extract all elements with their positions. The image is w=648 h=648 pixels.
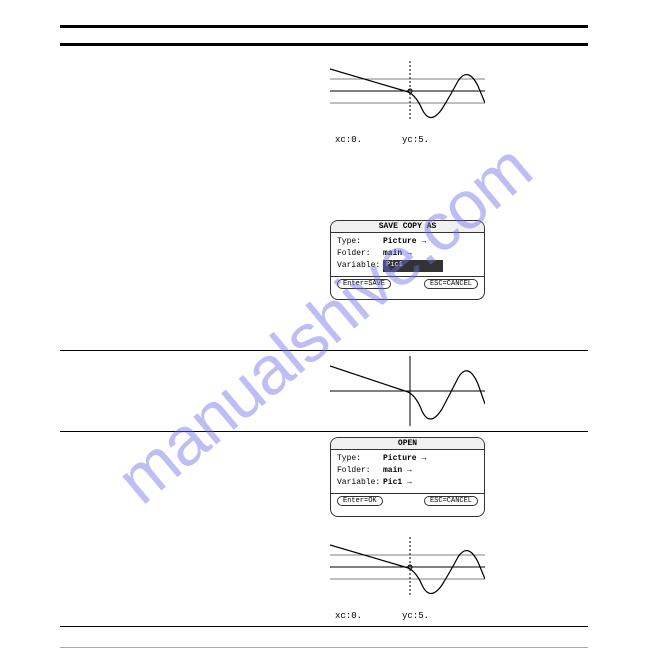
yc-label: yc:5. [402, 135, 429, 145]
xc-label: xc:0. [335, 135, 362, 145]
page-content: xc:0. yc:5. SAVE COPY AS Type: Picture →… [0, 0, 648, 648]
rule-top-2 [60, 43, 588, 46]
type-value-2: Picture → [383, 453, 426, 464]
variable-label-2: Variable: [337, 477, 383, 488]
graph-labels-1: xc:0. yc:5. [330, 135, 490, 145]
row-graph-2 [60, 356, 588, 426]
esc-cancel-button[interactable]: ESC=CANCEL [424, 279, 478, 289]
esc-cancel-button-2[interactable]: ESC=CANCEL [424, 496, 478, 506]
variable-value-2: Pic1 → [383, 477, 412, 488]
xc-label-3: xc:0. [335, 611, 362, 621]
yc-label-3: yc:5. [402, 611, 429, 621]
rule-2 [60, 431, 588, 432]
graph-labels-3: xc:0. yc:5. [330, 611, 490, 621]
dialog-title: SAVE COPY AS [331, 221, 484, 233]
enter-ok-button[interactable]: Enter=OK [337, 496, 383, 506]
variable-label: Variable: [337, 260, 383, 272]
enter-save-button[interactable]: Enter=SAVE [337, 279, 391, 289]
save-dialog: SAVE COPY AS Type: Picture → Folder: mai… [330, 220, 485, 300]
variable-input[interactable]: Pic1 [383, 260, 443, 272]
row-graph-1: xc:0. yc:5. [60, 61, 588, 145]
rule-top-1 [60, 25, 588, 28]
row-dialog-open: OPEN Type: Picture → Folder: main → Vari… [60, 437, 588, 517]
folder-value-2: main → [383, 465, 412, 476]
type-label: Type: [337, 236, 383, 247]
rule-3 [60, 626, 588, 627]
row-dialog-save: SAVE COPY AS Type: Picture → Folder: mai… [60, 220, 588, 300]
graph-screen-2 [330, 356, 485, 426]
folder-label-2: Folder: [337, 465, 383, 476]
type-label-2: Type: [337, 453, 383, 464]
dialog-title-open: OPEN [331, 438, 484, 450]
graph-screen-1 [330, 61, 485, 131]
rule-1 [60, 350, 588, 351]
type-value: Picture → [383, 236, 426, 247]
row-graph-3: xc:0. yc:5. [60, 537, 588, 621]
folder-value: main → [383, 248, 412, 259]
folder-label: Folder: [337, 248, 383, 259]
graph-screen-3 [330, 537, 485, 607]
open-dialog: OPEN Type: Picture → Folder: main → Vari… [330, 437, 485, 517]
